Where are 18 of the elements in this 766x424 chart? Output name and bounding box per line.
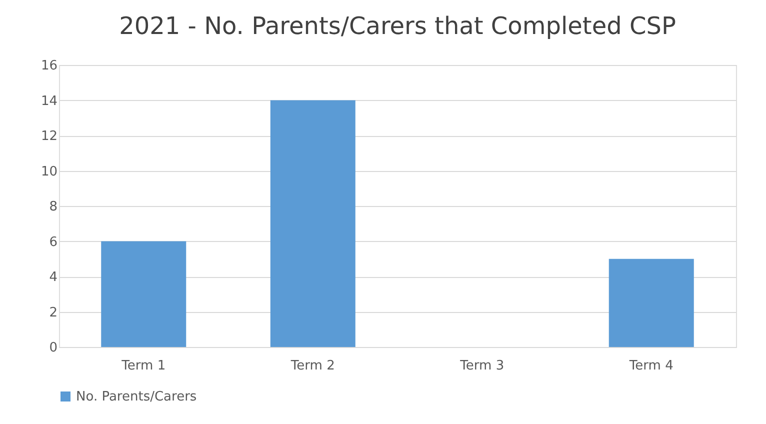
y-tick-label: 12 [40,129,58,144]
chart-title: 2021 - No. Parents/Carers that Completed CSP [119,12,676,40]
x-tick-label: Term 3 [459,358,504,374]
y-tick-label: 0 [49,340,58,356]
y-tick-label: 10 [40,164,58,180]
y-tick-label: 2 [49,305,58,320]
y-tick-label: 16 [40,58,58,74]
y-tick-label: 6 [49,234,58,250]
y-tick-label: 8 [49,200,58,214]
bar [101,241,186,347]
y-tick-label: 14 [40,94,58,109]
x-tick-label: Term 4 [628,358,674,374]
legend-label: No. Parents/Carers [76,390,197,404]
x-tick-label: Term 1 [120,358,166,374]
bar [270,100,356,347]
x-tick-label: Term 2 [290,358,335,374]
y-tick-label: 4 [49,270,58,285]
bar [608,258,694,347]
